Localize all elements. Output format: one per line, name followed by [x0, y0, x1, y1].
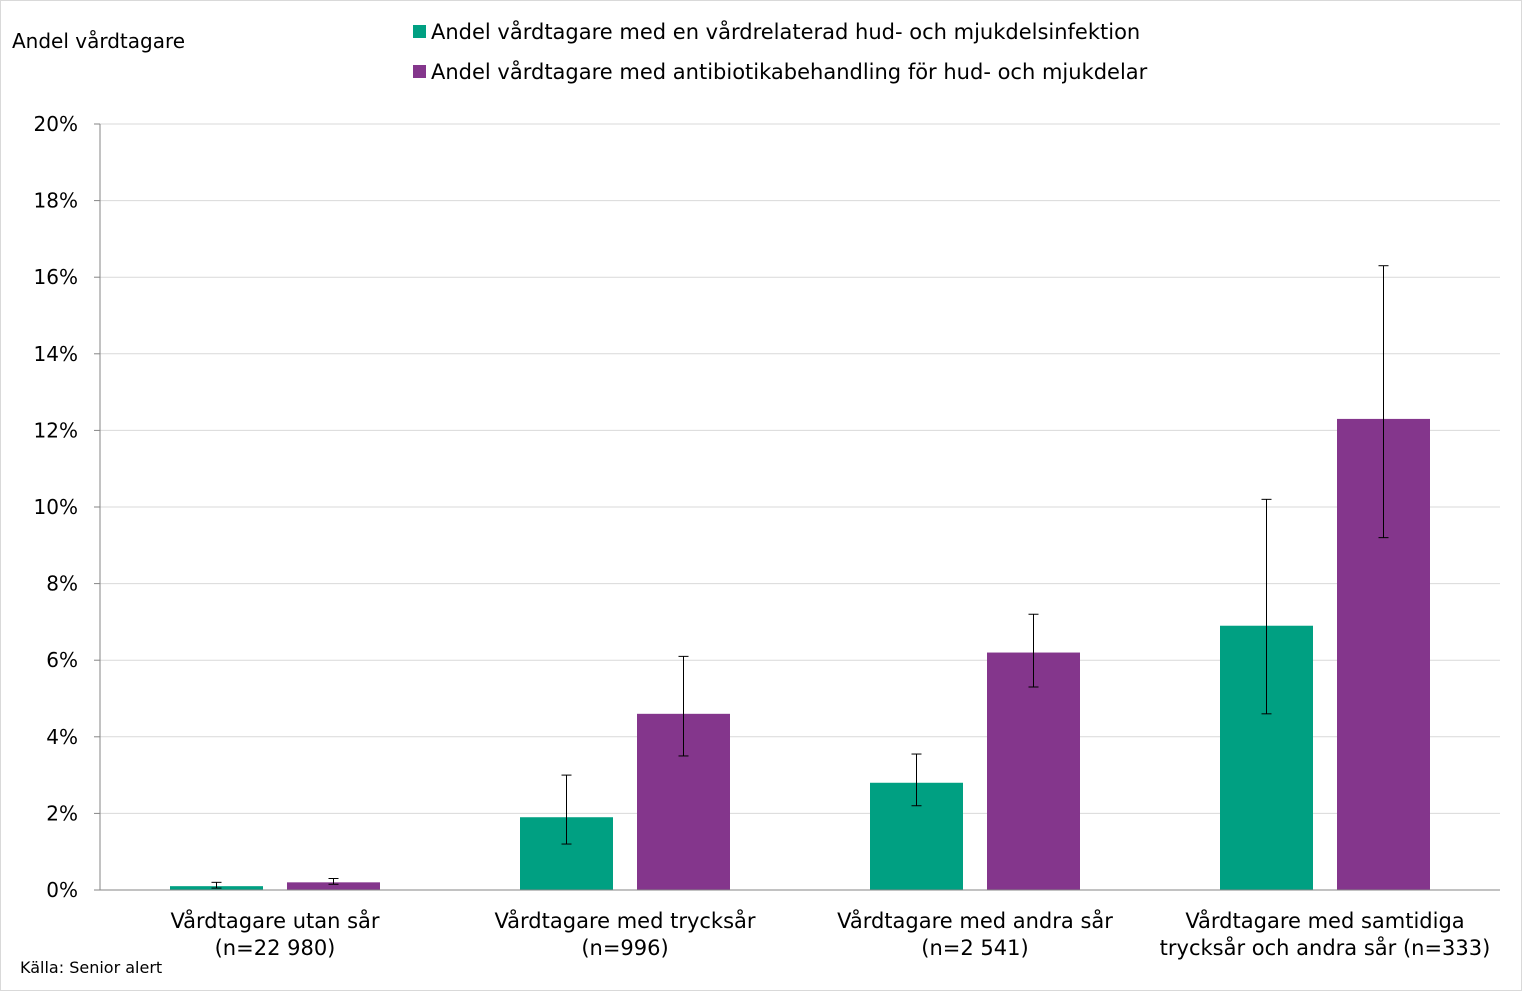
legend-swatch-antibiotics	[413, 65, 426, 78]
axes	[94, 123, 1500, 891]
y-tick-label: 14%	[34, 342, 78, 366]
y-tick-label: 6%	[46, 648, 78, 672]
x-category-labels: Vårdtagare utan sår (n=22 980) Vårdtagare …	[170, 908, 1490, 960]
y-tick-label: 0%	[46, 878, 78, 902]
y-tick-label: 18%	[34, 189, 78, 213]
bars	[170, 418, 1430, 890]
y-tick-label: 16%	[34, 265, 78, 289]
x-category-label: Vårdtagare med trycksår	[494, 908, 755, 933]
bar-antibiotics	[287, 882, 380, 890]
x-category-label: Vårdtagare med samtidiga	[1185, 908, 1464, 933]
y-tick-label: 8%	[46, 572, 78, 596]
legend-label-antibiotics: Andel vårdtagare med antibiotikabehandli…	[431, 59, 1148, 84]
x-category-label: (n=996)	[581, 936, 668, 960]
x-category-label: trycksår och andra sår (n=333)	[1160, 935, 1491, 960]
x-category-label: Vårdtagare utan sår	[170, 908, 379, 933]
y-axis-title: Andel vårdtagare	[12, 29, 185, 53]
source-note: Källa: Senior alert	[20, 958, 162, 977]
error-bars	[211, 265, 1389, 889]
y-tick-label: 12%	[34, 418, 78, 442]
x-category-label: (n=2 541)	[921, 936, 1028, 960]
y-tick-label: 20%	[34, 112, 78, 136]
bar-antibiotics	[987, 652, 1080, 890]
y-tick-label: 10%	[34, 495, 78, 519]
legend: Andel vårdtagare med en vårdrelaterad hu…	[413, 19, 1148, 84]
y-tick-label: 2%	[46, 801, 78, 825]
x-category-label: Vårdtagare med andra sår	[837, 908, 1113, 933]
legend-label-infection: Andel vårdtagare med en vårdrelaterad hu…	[431, 19, 1140, 44]
y-tick-labels: 0% 2% 4% 6% 8% 10% 12% 14% 16% 18% 20%	[34, 112, 78, 902]
y-tick-label: 4%	[46, 725, 78, 749]
legend-swatch-infection	[413, 25, 426, 38]
x-category-label: (n=22 980)	[215, 936, 336, 960]
